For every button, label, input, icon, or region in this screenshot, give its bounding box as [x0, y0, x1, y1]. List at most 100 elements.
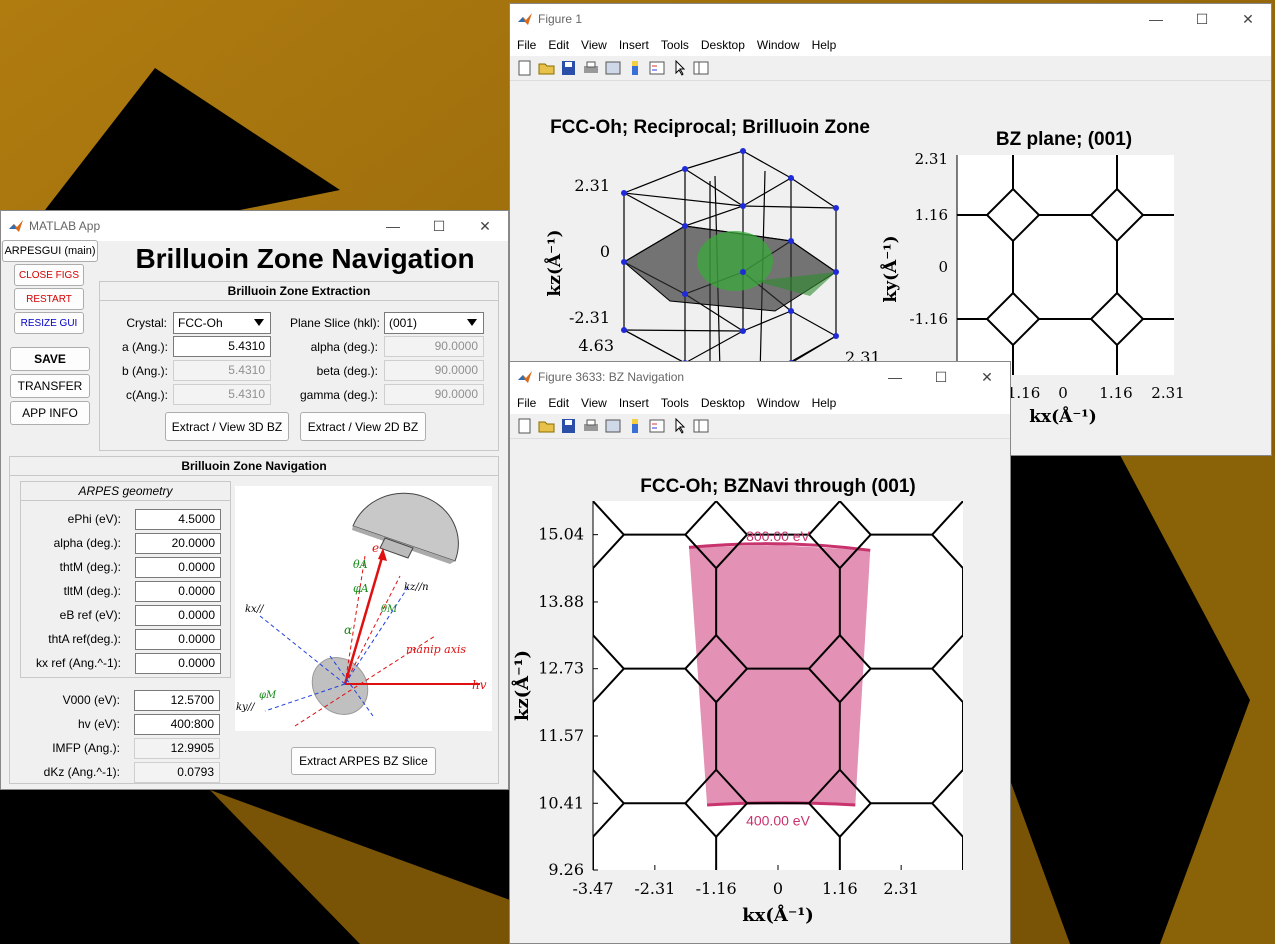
gamma-label: gamma (deg.): [299, 388, 378, 402]
electron-arrow [343, 553, 385, 685]
menu-window[interactable]: Window [756, 38, 800, 52]
menu-edit[interactable]: Edit [548, 38, 570, 52]
save-icon[interactable] [560, 60, 578, 76]
crystal-dropdown[interactable]: FCC-Oh [173, 312, 271, 334]
ebref-field[interactable]: 0.0000 [135, 605, 221, 626]
link-plot-icon[interactable] [604, 60, 622, 76]
save-button[interactable]: SAVE [10, 347, 90, 371]
plane-ytick: 0 [938, 258, 948, 276]
extract-3d-bz-button[interactable]: Extract / View 3D BZ [165, 412, 289, 441]
close-figs-button[interactable]: CLOSE FIGS [14, 264, 84, 286]
chevron-down-icon [254, 319, 264, 326]
annotation-800ev: 800.00 eV [746, 528, 810, 544]
colorbar-icon[interactable] [626, 418, 644, 434]
extract-2d-bz-button[interactable]: Extract / View 2D BZ [300, 412, 426, 441]
nav-alpha-field[interactable]: 20.0000 [135, 533, 221, 554]
menu-insert[interactable]: Insert [618, 38, 649, 52]
plot3d-ztick: 2.31 [574, 176, 610, 195]
legend-icon[interactable] [648, 418, 666, 434]
arpes-slice-region [688, 545, 871, 806]
bz-edge [715, 769, 748, 804]
bz-edge [715, 802, 748, 838]
matlab-app-window[interactable]: MATLAB App — ☐ ✕ Brilluoin Zone Navigation… [0, 210, 509, 790]
menu-insert[interactable]: Insert [618, 396, 649, 410]
menu-tools[interactable]: Tools [660, 396, 689, 410]
menu-desktop[interactable]: Desktop [700, 396, 745, 410]
print-icon[interactable] [582, 60, 600, 76]
a-field[interactable]: 5.4310 [173, 336, 271, 357]
ebref-label: eB ref (eV): [59, 608, 121, 622]
chevron-down-icon [467, 319, 477, 326]
link-plot-icon[interactable] [604, 418, 622, 434]
bz-edge [684, 802, 717, 838]
maximize-icon[interactable]: ☐ [934, 368, 948, 385]
plane-xlabel: kx(Å⁻¹) [1029, 405, 1097, 427]
bz-edge [931, 533, 963, 569]
bz-edge [593, 501, 625, 536]
menu-help[interactable]: Help [811, 38, 837, 52]
ephi-field[interactable]: 4.5000 [135, 509, 221, 530]
y-tick-label: 9.26 [548, 860, 584, 879]
menu-view[interactable]: View [581, 396, 607, 410]
open-folder-icon[interactable] [538, 418, 556, 434]
figure3633-titlebar[interactable]: Figure 3633: BZ Navigation — ☐ ✕ [510, 362, 1010, 392]
legend-icon[interactable] [648, 60, 666, 76]
extract-arpes-slice-button[interactable]: Extract ARPES BZ Slice [291, 747, 436, 775]
menu-edit[interactable]: Edit [548, 396, 570, 410]
colorbar-icon[interactable] [626, 60, 644, 76]
menu-file[interactable]: File [517, 396, 537, 410]
navigation-panel-title: Brilluoin Zone Navigation [10, 457, 498, 476]
close-icon[interactable]: ✕ [1242, 10, 1254, 27]
menu-desktop[interactable]: Desktop [700, 38, 745, 52]
bz-edge [593, 533, 625, 569]
minimize-icon[interactable]: — [888, 369, 902, 385]
resize-gui-button[interactable]: RESIZE GUI [14, 312, 84, 334]
app-titlebar[interactable]: MATLAB App — ☐ ✕ [1, 211, 508, 241]
bz-edge [808, 533, 841, 569]
new-figure-icon[interactable] [516, 418, 534, 434]
restart-button[interactable]: RESTART [14, 288, 84, 310]
menu-window[interactable]: Window [756, 396, 800, 410]
app-info-button[interactable]: APP INFO [10, 401, 90, 425]
figure1-title: Figure 1 [538, 12, 583, 26]
new-figure-icon[interactable] [516, 60, 534, 76]
bz-edge [931, 634, 963, 670]
property-inspector-icon[interactable] [692, 60, 710, 76]
imfp-label: IMFP (Ang.): [52, 741, 120, 755]
menu-view[interactable]: View [581, 38, 607, 52]
kxref-field[interactable]: 0.0000 [135, 653, 221, 674]
figure3633-window[interactable]: Figure 3633: BZ Navigation — ☐ ✕ File Edit… [509, 361, 1011, 944]
open-folder-icon[interactable] [538, 60, 556, 76]
plane-ylabel: ky(Å⁻¹) [879, 235, 901, 302]
menu-tools[interactable]: Tools [660, 38, 689, 52]
plot3d-tick: 4.63 [578, 336, 614, 355]
pointer-icon[interactable] [670, 60, 688, 76]
hv-field[interactable]: 400:800 [134, 714, 220, 735]
property-inspector-icon[interactable] [692, 418, 710, 434]
bz-edge [715, 667, 748, 703]
e-label: e [372, 541, 379, 555]
close-icon[interactable]: ✕ [479, 217, 491, 234]
pointer-icon[interactable] [670, 418, 688, 434]
menu-help[interactable]: Help [811, 396, 837, 410]
plane-axes [957, 155, 1174, 375]
maximize-icon[interactable]: ☐ [432, 217, 446, 234]
figure1-titlebar[interactable]: Figure 1 — ☐ ✕ [510, 4, 1271, 34]
tltm-field[interactable]: 0.0000 [135, 581, 221, 602]
minimize-icon[interactable]: — [1149, 11, 1163, 27]
maximize-icon[interactable]: ☐ [1195, 10, 1209, 27]
minimize-icon[interactable]: — [386, 218, 400, 234]
plane-xtick: -1.16 [1011, 384, 1040, 402]
bz-edge [962, 635, 963, 637]
nav-alpha-label: alpha (deg.): [53, 536, 121, 550]
thtm-field[interactable]: 0.0000 [135, 557, 221, 578]
save-icon[interactable] [560, 418, 578, 434]
close-icon[interactable]: ✕ [981, 368, 993, 385]
thtaref-field[interactable]: 0.0000 [135, 629, 221, 650]
transfer-button[interactable]: TRANSFER [10, 374, 90, 398]
menu-file[interactable]: File [517, 38, 537, 52]
print-icon[interactable] [582, 418, 600, 434]
v000-field[interactable]: 12.5700 [134, 690, 220, 711]
arpesgui-button[interactable]: ARPESGUI (main) [2, 240, 98, 262]
plane-slice-dropdown[interactable]: (001) [384, 312, 484, 334]
